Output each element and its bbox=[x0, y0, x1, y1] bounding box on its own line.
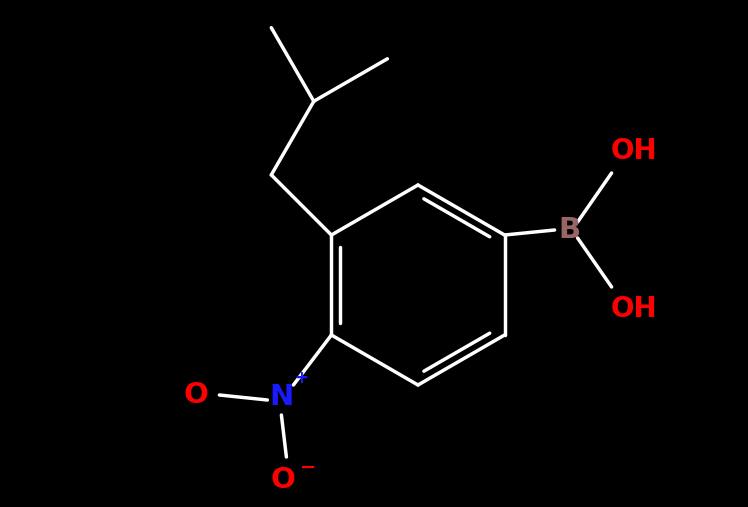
Text: O: O bbox=[271, 466, 296, 494]
Text: OH: OH bbox=[610, 295, 657, 323]
Text: −: − bbox=[300, 457, 316, 477]
Text: O: O bbox=[184, 381, 209, 409]
Text: B: B bbox=[559, 216, 580, 244]
Text: N: N bbox=[269, 383, 293, 411]
Text: +: + bbox=[295, 369, 308, 387]
Text: OH: OH bbox=[610, 137, 657, 165]
